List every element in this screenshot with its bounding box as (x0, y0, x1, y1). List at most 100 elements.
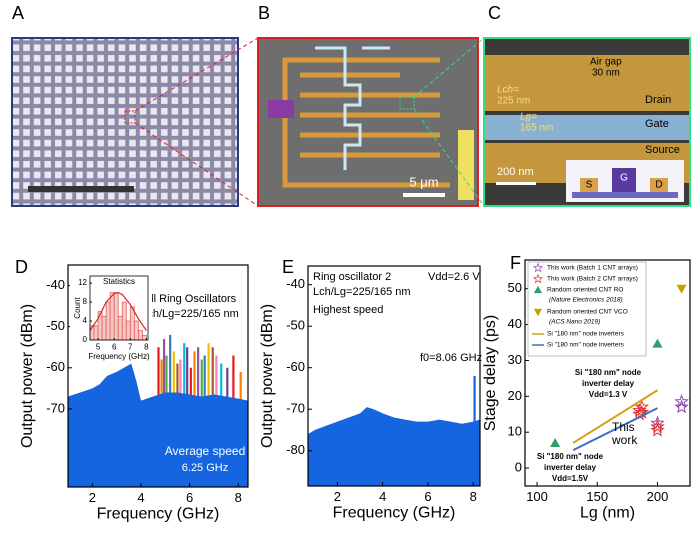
gate-lines (315, 46, 390, 170)
y-tick-label: 20 (508, 388, 522, 403)
y-tick-label: -70 (286, 401, 305, 416)
schematic-label: D (655, 180, 662, 191)
y-axis-label: Stage delay (ps) (482, 315, 499, 432)
y-tick-label: -50 (46, 318, 65, 333)
legend-label: Random oriented CNT RO (547, 287, 623, 294)
histogram-bar (121, 301, 127, 341)
scale-bar (403, 193, 445, 197)
x-tick-label: 8 (235, 490, 242, 505)
y-tick-label: 0 (83, 335, 88, 344)
histogram-bar (137, 330, 143, 341)
legend-box (527, 261, 647, 357)
x-tick-label: 200 (647, 489, 669, 504)
y-tick-label: -70 (46, 400, 65, 415)
y-tick-label: -40 (286, 276, 305, 291)
pad (268, 100, 294, 118)
point (650, 419, 665, 433)
legend-label: Si "180 nm" node inverters (547, 342, 625, 349)
contact (650, 178, 668, 192)
x-tick-label: 5 (96, 342, 101, 351)
point (674, 399, 689, 414)
contact (580, 178, 598, 192)
x-tick-label: 8 (144, 342, 149, 351)
annotation: Lch/Lg=225/165 nm (141, 308, 239, 320)
scale-bar (28, 186, 134, 192)
zoom-line (413, 108, 485, 207)
annotation: All Ring Oscillators (144, 293, 237, 305)
scale-label: 5 μm (409, 174, 438, 189)
lch-label: 225 nm (497, 96, 530, 107)
air-gap-label: 30 nm (592, 68, 620, 79)
y-tick-label: 40 (508, 316, 522, 331)
annotation: Vdd=2.6 V (428, 271, 480, 283)
panel-label: E (282, 257, 294, 277)
zoom-line (134, 37, 259, 112)
histogram-bar (125, 320, 131, 341)
x-tick-label: 4 (379, 489, 386, 504)
plot-frame (89, 275, 149, 341)
inset-title: Statistics (103, 277, 135, 286)
plot-frame (307, 265, 481, 487)
annotation: This (612, 420, 635, 434)
point (650, 415, 665, 430)
y-tick-label: 30 (508, 352, 522, 367)
y-axis-label: Count (73, 297, 82, 319)
series-line (572, 389, 659, 444)
x-tick-label: 4 (137, 490, 144, 505)
scale-label: 200 nm (497, 166, 534, 178)
drain-region (485, 55, 689, 111)
legend-swatch (532, 273, 544, 284)
zoom-box (124, 110, 136, 124)
region-label: Source (645, 144, 680, 156)
region-label: Drain (645, 94, 671, 106)
histogram-bar (129, 306, 135, 341)
x-tick-label: 2 (334, 489, 341, 504)
y-axis-label: Output power (dBm) (259, 304, 276, 448)
point (674, 394, 689, 408)
panel-label: F (510, 253, 521, 273)
noise-floor (68, 363, 248, 487)
panel-label: C (488, 3, 501, 23)
annotation: Si "180 nm" node (537, 452, 604, 461)
noise-floor (308, 407, 480, 486)
annotation: 6.25 GHz (182, 462, 228, 474)
histogram-bar (109, 292, 115, 341)
x-axis-label: Frequency (GHz) (88, 352, 150, 361)
x-tick-label: 2 (89, 490, 96, 505)
region-label: Gate (645, 118, 669, 130)
air-gap-label: Air gap (590, 57, 622, 68)
annotation: Lch/Lg=225/165 nm (313, 286, 411, 298)
x-axis-label: Lg (nm) (580, 505, 635, 522)
legend-swatch (533, 308, 543, 317)
point (550, 437, 561, 447)
schematic-label: G (620, 173, 628, 184)
histogram-bar (117, 315, 123, 341)
legend-swatch (533, 285, 543, 294)
y-tick-label: 4 (83, 316, 88, 325)
x-tick-label: 8 (470, 489, 477, 504)
y-tick-label: -40 (46, 277, 65, 292)
lg-label: Lg= (520, 112, 537, 123)
legend-swatch (532, 262, 544, 273)
point (650, 422, 665, 437)
panel-label: D (15, 257, 28, 277)
substrate (572, 192, 678, 198)
annotation: Vdd=1.5V (552, 474, 589, 483)
y-tick-label: -50 (286, 318, 305, 333)
point (634, 399, 650, 414)
histogram-bar (105, 301, 111, 341)
device-image (257, 37, 479, 207)
pad (458, 130, 474, 200)
legend-label: This work (Batch 1 CNT arrays) (547, 265, 638, 272)
y-tick-label: 8 (83, 297, 88, 306)
x-tick-label: 150 (586, 489, 608, 504)
panel-label: B (258, 3, 270, 23)
y-tick-label: 50 (508, 280, 522, 295)
x-axis-label: Frequency (GHz) (333, 505, 456, 522)
y-axis-label: Output power (dBm) (19, 304, 36, 448)
legend-citation: (Nature Electronics 2018) (549, 297, 623, 304)
histogram-bar (133, 320, 139, 341)
zoom-line (413, 37, 485, 98)
lg-label: 165 nm (520, 123, 553, 134)
y-tick-label: 10 (508, 424, 522, 439)
